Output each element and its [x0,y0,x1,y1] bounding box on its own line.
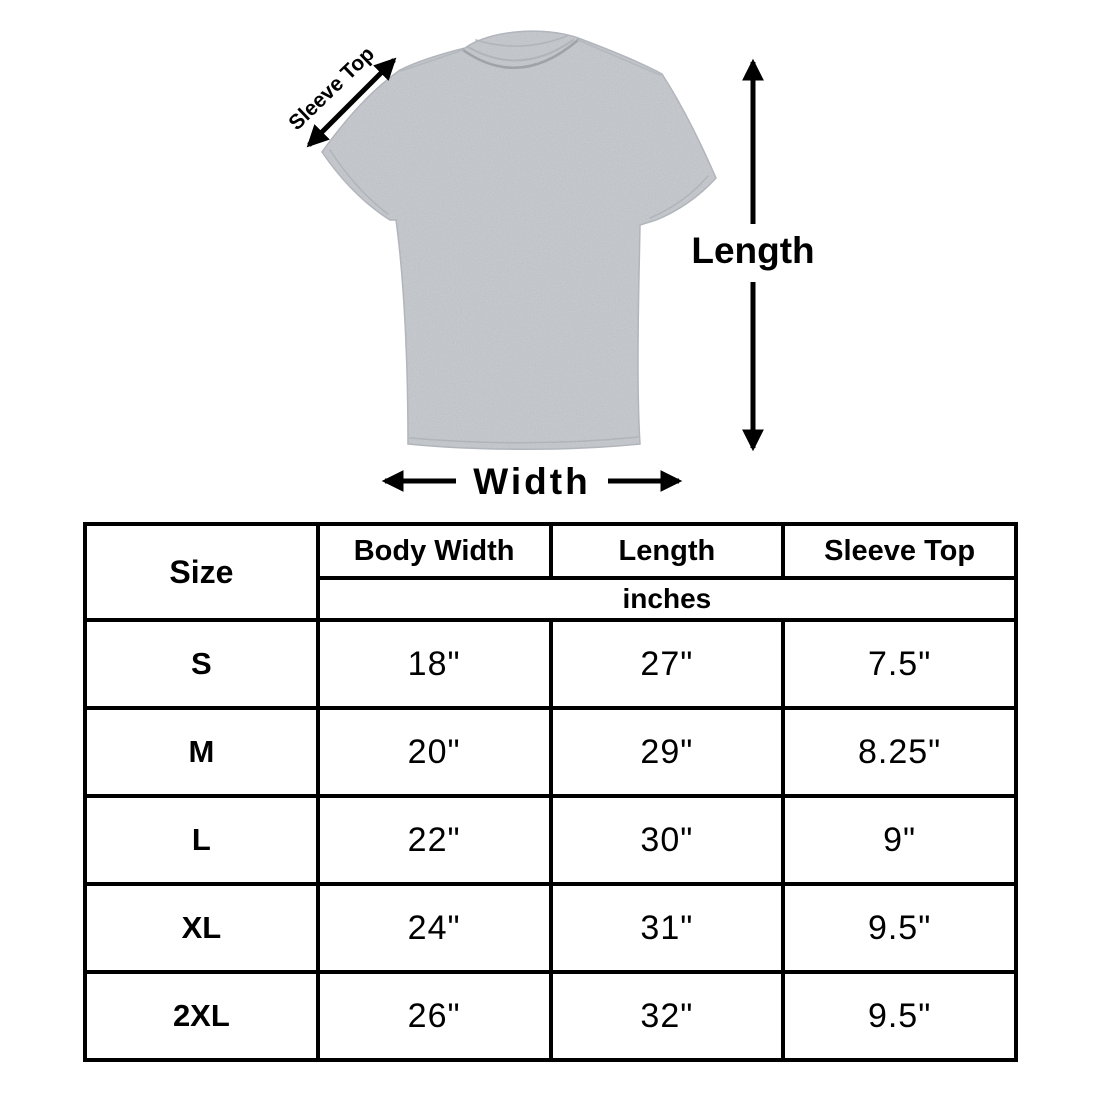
sleeve-top-value: 9.5" [781,882,1018,974]
body-width-value: 18" [315,618,553,710]
tshirt-diagram [306,30,765,493]
column-header-size: Size [83,522,320,622]
sleeve-top-value: 8.25" [781,706,1018,798]
body-width-value: 26" [315,970,553,1062]
table-row-xl: XL 24" 31" 9.5" [83,882,1018,974]
tshirt-seams [329,35,709,444]
length-value: 32" [548,970,786,1062]
sleeve-top-value: 9" [781,794,1018,886]
sleeve-top-value: 9.5" [781,970,1018,1062]
sleeve-top-arrow [306,57,397,148]
length-value: 29" [548,706,786,798]
size-label: XL [83,882,320,974]
column-header-sleeve-top: Sleeve Top [781,522,1018,580]
size-label: 2XL [83,970,320,1062]
body-width-value: 20" [315,706,553,798]
tshirt-graphic [321,30,717,451]
width-label: Width [473,461,591,502]
table-row-2xl: 2XL 26" 32" 9.5" [83,970,1018,1062]
sleeve-top-value: 7.5" [781,618,1018,710]
size-label: M [83,706,320,798]
size-chart-table: Size Body Width Length Sleeve Top inches… [83,522,1019,1062]
body-width-value: 22" [315,794,553,886]
length-value: 30" [548,794,786,886]
size-label: S [83,618,320,710]
length-value: 27" [548,618,786,710]
length-label: Length [691,230,815,271]
measurement-arrows [306,57,765,493]
table-row-m: M 20" 29" 8.25" [83,706,1018,798]
column-header-length: Length [548,522,786,580]
table-row-s: S 18" 27" 7.5" [83,618,1018,710]
length-value: 31" [548,882,786,974]
table-row-l: L 22" 30" 9" [83,794,1018,886]
body-width-value: 24" [315,882,553,974]
unit-header: inches [315,576,1019,622]
tshirt-measurement-figure: Sleeve Top Length Width [0,0,1100,522]
size-label: L [83,794,320,886]
column-header-body-width: Body Width [315,522,553,580]
